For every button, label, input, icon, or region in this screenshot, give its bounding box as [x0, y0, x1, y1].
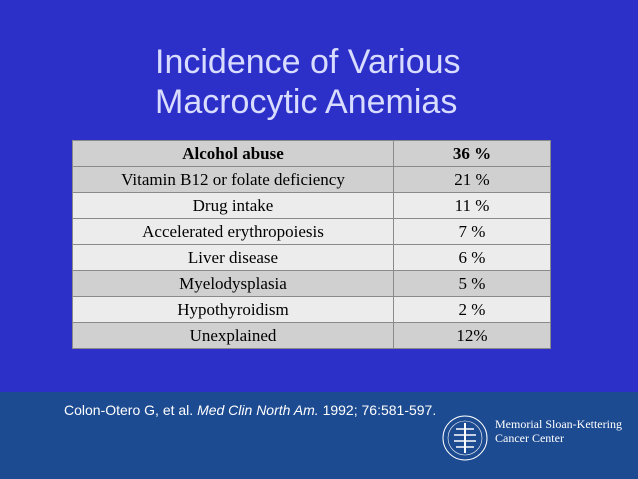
table-row: Liver disease 6 %	[72, 244, 551, 271]
table-cell-label: Unexplained	[72, 322, 394, 349]
citation-authors: Colon-Otero G, et al.	[64, 402, 198, 418]
table-cell-value: 2 %	[393, 296, 551, 323]
footer-band	[0, 392, 638, 479]
table-row: Vitamin B12 or folate deficiency 21 %	[72, 166, 551, 193]
citation: Colon-Otero G, et al. Med Clin North Am.…	[64, 402, 436, 418]
table-cell-label: Vitamin B12 or folate deficiency	[72, 166, 394, 193]
incidence-table: Alcohol abuse 36 % Vitamin B12 or folate…	[72, 140, 551, 349]
table-cell-label: Liver disease	[72, 244, 394, 271]
table-cell-value: 5 %	[393, 270, 551, 297]
institution-logo: Memorial Sloan-Kettering Cancer Center	[441, 414, 622, 462]
table-cell-value: 11 %	[393, 192, 551, 219]
logo-wordmark: Memorial Sloan-Kettering Cancer Center	[495, 417, 622, 445]
table-cell-label: Hypothyroidism	[72, 296, 394, 323]
table-cell-label: Accelerated erythropoiesis	[72, 218, 394, 245]
table-cell-label: Drug intake	[72, 192, 394, 219]
table-cell-value: 6 %	[393, 244, 551, 271]
table-cell-value: 12%	[393, 322, 551, 349]
citation-journal: Med Clin North Am.	[197, 402, 319, 418]
citation-details: 1992; 76:581-597.	[318, 402, 437, 418]
slide-title: Incidence of Various Macrocytic Anemias	[155, 42, 535, 122]
table-cell-label: Alcohol abuse	[72, 140, 394, 167]
seal-icon	[442, 415, 488, 461]
table-cell-label: Myelodysplasia	[72, 270, 394, 297]
table-row: Hypothyroidism 2 %	[72, 296, 551, 323]
slide-title-line-1: Incidence of Various	[155, 43, 461, 81]
table-cell-value: 21 %	[393, 166, 551, 193]
table-row: Drug intake 11 %	[72, 192, 551, 219]
slide-title-line-2: Macrocytic Anemias	[155, 83, 458, 121]
table-cell-value: 7 %	[393, 218, 551, 245]
logo-line-2: Cancer Center	[495, 431, 564, 445]
logo-line-1: Memorial Sloan-Kettering	[495, 417, 622, 431]
table-row: Unexplained 12%	[72, 322, 551, 349]
table-row: Accelerated erythropoiesis 7 %	[72, 218, 551, 245]
table-cell-value: 36 %	[393, 140, 551, 167]
table-row: Myelodysplasia 5 %	[72, 270, 551, 297]
table-row-header: Alcohol abuse 36 %	[72, 140, 551, 167]
